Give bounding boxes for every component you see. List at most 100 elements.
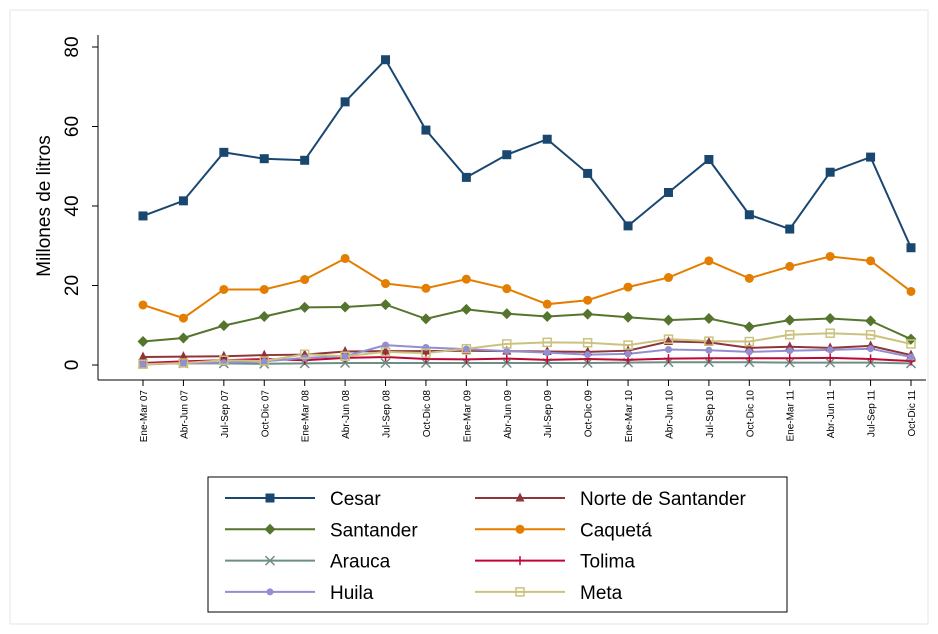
series-line <box>142 332 912 366</box>
marker <box>907 353 915 361</box>
marker <box>138 211 148 221</box>
marker <box>300 275 310 285</box>
marker <box>825 357 836 368</box>
marker <box>381 55 391 65</box>
marker <box>461 274 471 284</box>
marker <box>178 196 188 206</box>
marker <box>866 354 876 364</box>
marker <box>542 299 552 309</box>
marker <box>265 493 275 503</box>
marker <box>501 308 513 320</box>
marker <box>582 337 593 348</box>
legend-label: Huila <box>330 583 374 604</box>
marker <box>824 312 836 324</box>
marker <box>623 221 633 231</box>
marker <box>704 336 714 346</box>
marker <box>341 352 349 360</box>
legend-label: Cesar <box>330 489 381 510</box>
legend-label: Santander <box>330 520 418 541</box>
marker <box>178 351 188 361</box>
x-tick-label: Oct-Dic 08 <box>422 390 433 438</box>
marker <box>515 524 525 534</box>
marker <box>744 342 754 352</box>
marker <box>380 347 391 357</box>
x-tick-label: Ene-Mar 11 <box>786 390 797 442</box>
marker <box>906 339 916 349</box>
y-tick-label: 80 <box>62 36 83 57</box>
marker <box>300 155 310 165</box>
marker <box>786 347 794 355</box>
marker <box>785 353 795 363</box>
marker <box>266 588 274 596</box>
marker <box>461 172 471 182</box>
marker <box>543 349 551 357</box>
marker <box>866 256 876 266</box>
legend-label: Arauca <box>330 552 391 573</box>
marker <box>704 154 714 164</box>
marker <box>260 357 268 365</box>
marker <box>139 361 147 369</box>
marker <box>704 256 714 266</box>
legend-label: Tolima <box>580 552 635 573</box>
marker <box>664 345 672 353</box>
y-tick-label: 0 <box>62 360 83 371</box>
x-tick-label: Ene-Mar 08 <box>301 390 312 443</box>
marker <box>339 301 351 313</box>
marker <box>421 354 431 364</box>
marker <box>866 152 876 162</box>
marker <box>515 556 525 566</box>
marker <box>623 282 633 292</box>
marker <box>825 251 835 261</box>
x-tick-label: Ene-Mar 07 <box>139 390 150 443</box>
marker <box>382 341 390 349</box>
marker <box>258 311 270 323</box>
marker <box>826 346 834 354</box>
x-tick-label: Abr-Jun 11 <box>826 390 837 439</box>
marker <box>503 347 511 355</box>
legend-box <box>207 476 788 613</box>
marker <box>785 224 795 234</box>
marker <box>744 336 755 347</box>
marker <box>420 313 432 325</box>
marker <box>264 523 276 535</box>
marker <box>622 311 634 323</box>
marker <box>785 261 795 271</box>
x-tick-label: Abr-Jun 07 <box>179 390 190 439</box>
marker <box>905 333 917 345</box>
marker <box>542 337 552 348</box>
marker <box>744 210 754 220</box>
marker <box>663 334 674 344</box>
marker <box>138 300 148 310</box>
series-line <box>142 361 912 365</box>
marker <box>704 336 714 346</box>
legend-label: Caquetá <box>580 520 652 541</box>
marker <box>502 150 512 160</box>
marker <box>219 350 229 360</box>
marker <box>704 353 714 363</box>
marker <box>421 348 431 358</box>
marker <box>502 339 512 349</box>
x-tick-label: Oct-Dic 11 <box>907 390 918 437</box>
marker <box>906 286 916 296</box>
marker <box>515 492 525 502</box>
y-axis-label: Millones de litros <box>34 135 55 277</box>
marker <box>218 320 230 332</box>
legend-label: Norte de Santander <box>580 489 747 510</box>
marker <box>703 312 715 324</box>
marker <box>299 349 310 360</box>
marker <box>515 587 525 597</box>
marker <box>662 314 674 326</box>
marker <box>178 358 189 368</box>
marker <box>825 353 835 363</box>
marker <box>582 308 594 320</box>
y-tick-label: 20 <box>62 275 83 296</box>
x-tick-label: Ene-Mar 09 <box>462 390 473 443</box>
x-tick-label: Jul-Sep 11 <box>867 390 878 438</box>
marker <box>460 303 472 315</box>
marker <box>542 355 552 365</box>
marker <box>179 359 187 367</box>
marker <box>705 346 713 354</box>
marker <box>825 328 835 338</box>
y-tick-label: 60 <box>62 116 83 137</box>
